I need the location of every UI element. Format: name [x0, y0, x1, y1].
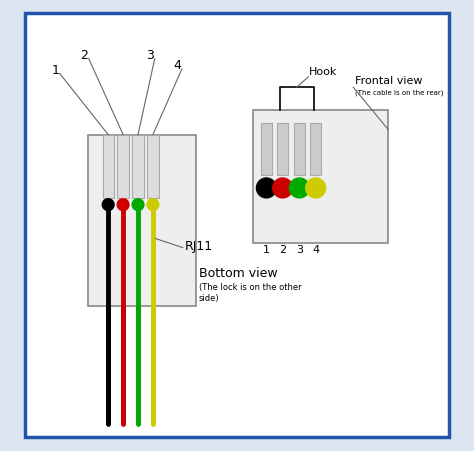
Circle shape [290, 179, 310, 198]
Text: 4: 4 [173, 59, 181, 72]
Text: 2: 2 [279, 245, 286, 255]
Bar [118, 135, 129, 198]
Bar [88, 135, 196, 307]
Text: (The cable is on the rear): (The cable is on the rear) [355, 89, 443, 96]
Text: 4: 4 [312, 245, 319, 255]
Bar [147, 135, 159, 198]
Text: (The lock is on the other: (The lock is on the other [199, 282, 301, 291]
Text: side): side) [199, 293, 219, 302]
Circle shape [306, 179, 326, 198]
Text: Frontal view: Frontal view [355, 76, 422, 86]
Text: 1: 1 [263, 245, 270, 255]
Circle shape [132, 199, 144, 211]
Bar [261, 124, 272, 176]
Bar [132, 135, 144, 198]
Circle shape [147, 199, 159, 211]
Circle shape [117, 199, 129, 211]
Text: 2: 2 [80, 49, 88, 61]
Circle shape [102, 199, 114, 211]
Bar [294, 124, 305, 176]
Text: Hook: Hook [310, 67, 337, 77]
Bar [253, 110, 388, 244]
Text: 3: 3 [146, 49, 154, 61]
Text: Bottom view: Bottom view [199, 267, 277, 279]
Bar [310, 124, 321, 176]
Bar [277, 124, 288, 176]
Circle shape [256, 179, 276, 198]
Text: RJ11: RJ11 [185, 239, 213, 252]
Circle shape [273, 179, 292, 198]
Text: 3: 3 [296, 245, 303, 255]
Bar [102, 135, 114, 198]
Text: 1: 1 [51, 64, 59, 76]
